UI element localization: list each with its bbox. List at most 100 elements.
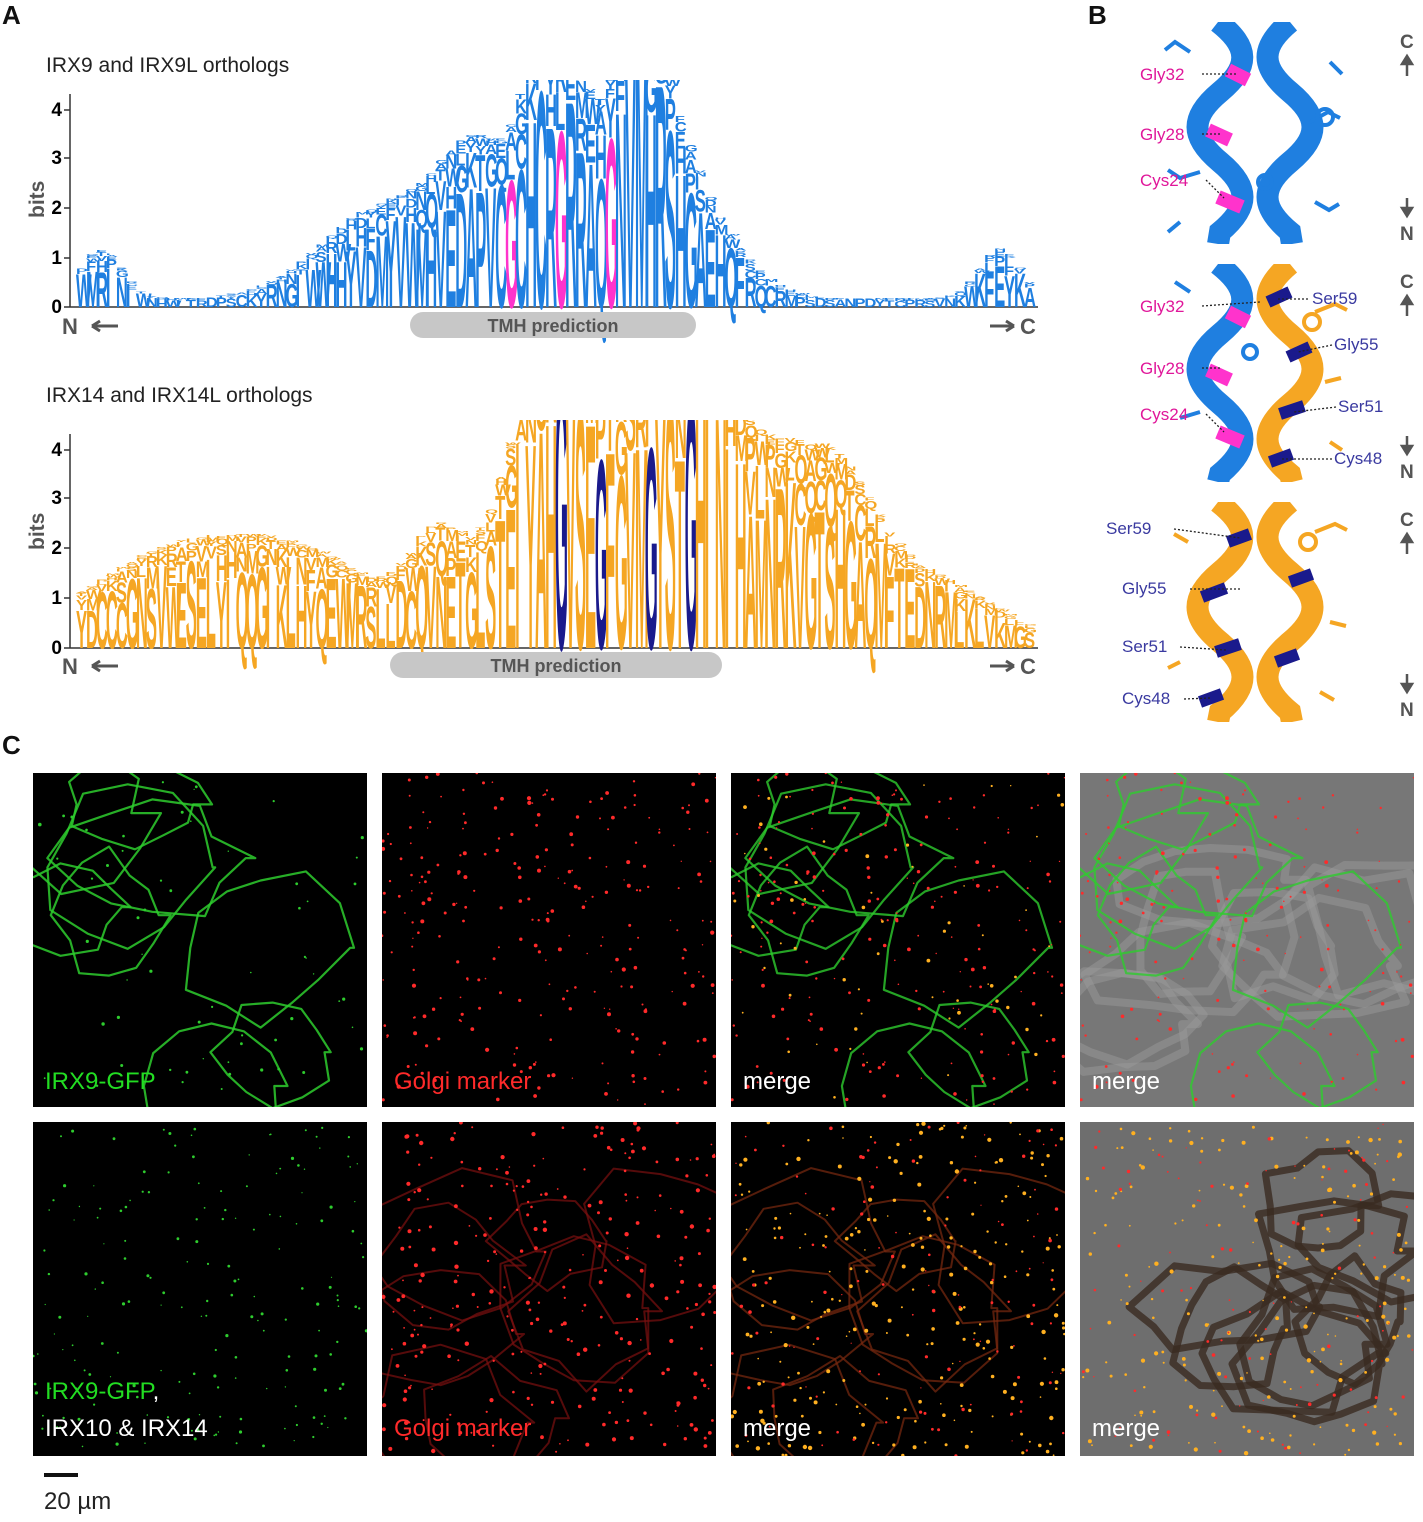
logo-letter: L xyxy=(974,596,984,660)
logo-letter: M xyxy=(106,573,120,576)
logo-letter: K xyxy=(785,431,797,690)
b-c-label-3: C xyxy=(1400,510,1414,531)
logo-letter: K xyxy=(246,292,258,311)
logo-letter: A xyxy=(256,288,268,296)
logo-letter: Y xyxy=(465,140,476,155)
logo-letter: L xyxy=(385,589,395,662)
logo-letter: Y xyxy=(665,82,676,103)
logo-letter: H xyxy=(545,86,557,136)
label-cys24-top: Cys24 xyxy=(1140,171,1188,190)
logo-letter: V xyxy=(256,534,267,537)
ytick-2: 2 xyxy=(51,538,62,559)
logo-letter: A xyxy=(705,209,717,234)
logo-letter: W xyxy=(505,442,522,445)
logo-letter: S xyxy=(216,543,227,559)
logo-letter: F xyxy=(884,554,894,670)
logo-letter: V xyxy=(76,595,88,601)
logo-letter: T xyxy=(884,299,895,309)
logo-letter: P xyxy=(345,568,356,570)
logo-letter: M xyxy=(345,564,359,668)
logo-letter: F xyxy=(615,80,625,121)
logo-letter: Q xyxy=(405,188,418,192)
logo-letter: K xyxy=(745,260,757,265)
logo-letter: G xyxy=(455,158,468,201)
logo-letter: Q xyxy=(954,291,968,297)
logo-letter: S xyxy=(116,577,127,609)
logo-letter: V xyxy=(196,542,208,567)
logo-letter: D xyxy=(914,570,926,667)
logo-letter: Q xyxy=(475,539,488,554)
logo-letter: M xyxy=(86,597,100,615)
logo-letter: H xyxy=(226,534,238,537)
logo-letter: R xyxy=(635,420,647,462)
logo-letter: L xyxy=(96,581,107,586)
logo-letter: Y xyxy=(176,540,187,543)
logo-letter: S xyxy=(665,420,676,690)
tmh-bar-top xyxy=(410,312,696,338)
logo-letter: M xyxy=(914,298,928,300)
logo-letter: N xyxy=(445,152,457,173)
logo-letter: E xyxy=(765,438,777,446)
logo-letter: N xyxy=(236,553,248,576)
logo-letter: A xyxy=(405,554,417,560)
logo-letter: R xyxy=(934,566,946,668)
logo-letter: L xyxy=(485,520,495,535)
logo-letter: W xyxy=(86,588,103,603)
logo-letter: W xyxy=(405,552,422,556)
logo-letter: A xyxy=(685,150,697,163)
logo-letter: K xyxy=(415,540,428,548)
logo-letter: I xyxy=(804,297,809,300)
logo-letter: V xyxy=(266,535,277,538)
logo-letter: N xyxy=(575,80,587,96)
label-golgi-marker-2: Golgi marker xyxy=(394,1415,532,1442)
logo-letter: S xyxy=(126,566,137,572)
logo-letter: W xyxy=(475,136,491,149)
logo-letter: H xyxy=(595,122,607,192)
logo-letter: R xyxy=(375,577,387,583)
logo-letter: D xyxy=(864,297,876,310)
logo-letter: D xyxy=(904,555,916,560)
logo-letter: Q xyxy=(804,443,817,451)
logo-letter: A xyxy=(126,562,139,565)
logo-letter: P xyxy=(745,427,756,482)
logo-letter: E xyxy=(176,564,187,668)
logo-letter: W xyxy=(795,293,812,295)
logo-letter: D xyxy=(355,216,367,232)
logo-letter: I xyxy=(705,420,710,690)
logo-letter: G xyxy=(345,573,358,586)
logo-letter: P xyxy=(455,139,466,146)
logo-letter: A xyxy=(914,565,926,570)
logo-top-title: IRX9 and IRX9L orthologs xyxy=(46,54,290,77)
logo-letter: R xyxy=(365,581,377,612)
logo-letter: L xyxy=(864,504,874,532)
logo-letter: M xyxy=(804,296,818,298)
logo-letter: Q xyxy=(156,297,169,299)
logo-letter: R xyxy=(545,420,557,437)
helix-structures xyxy=(1163,22,1348,722)
logo-letter: C xyxy=(335,568,347,581)
logo-letter: P xyxy=(1024,282,1035,289)
logo-letter: K xyxy=(765,433,778,442)
logo-letter: P xyxy=(745,259,756,261)
logo-letter: M xyxy=(1004,620,1018,655)
label-gly28-mid: Gly28 xyxy=(1140,359,1184,378)
logo-letter: M xyxy=(455,532,469,537)
b-n-label-1: N xyxy=(1400,224,1414,245)
logo-letter: I xyxy=(884,535,889,548)
logo-letter: Q xyxy=(495,152,508,193)
logo-letter: R xyxy=(136,556,148,560)
logo-letter: V xyxy=(435,182,446,336)
logo-letter: A xyxy=(276,276,289,278)
logo-letter: R xyxy=(745,270,757,316)
logo-letter: P xyxy=(166,544,177,556)
logo-letter: M xyxy=(415,206,429,332)
logo-letter: G xyxy=(146,551,159,555)
logo-letter: P xyxy=(415,535,426,538)
logo-letter: A xyxy=(685,156,697,177)
logo-letter: C xyxy=(894,299,907,308)
image-irx9-gfp-coexpr: IRX9-GFP, IRX10 & IRX14 xyxy=(33,1122,367,1456)
logo-letter: A xyxy=(116,569,128,586)
logo-letter: Q xyxy=(864,533,877,676)
logo-letter: S xyxy=(854,484,865,498)
logo-letter: N xyxy=(615,80,627,350)
